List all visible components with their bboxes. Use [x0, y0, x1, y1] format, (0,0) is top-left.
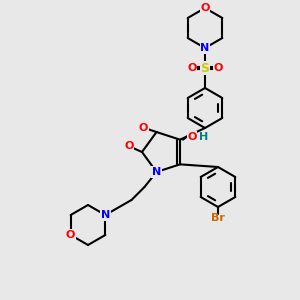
Text: O: O	[213, 63, 223, 73]
Text: O: O	[187, 63, 197, 73]
Text: N: N	[101, 210, 110, 220]
Text: O: O	[139, 123, 148, 133]
Text: O: O	[124, 141, 134, 151]
Text: N: N	[152, 167, 161, 177]
Text: O: O	[187, 132, 197, 142]
Text: O: O	[200, 3, 210, 13]
Text: Br: Br	[211, 213, 225, 223]
Text: S: S	[200, 61, 209, 74]
Text: O: O	[66, 230, 75, 240]
Text: N: N	[200, 43, 210, 53]
Text: H: H	[199, 132, 208, 142]
